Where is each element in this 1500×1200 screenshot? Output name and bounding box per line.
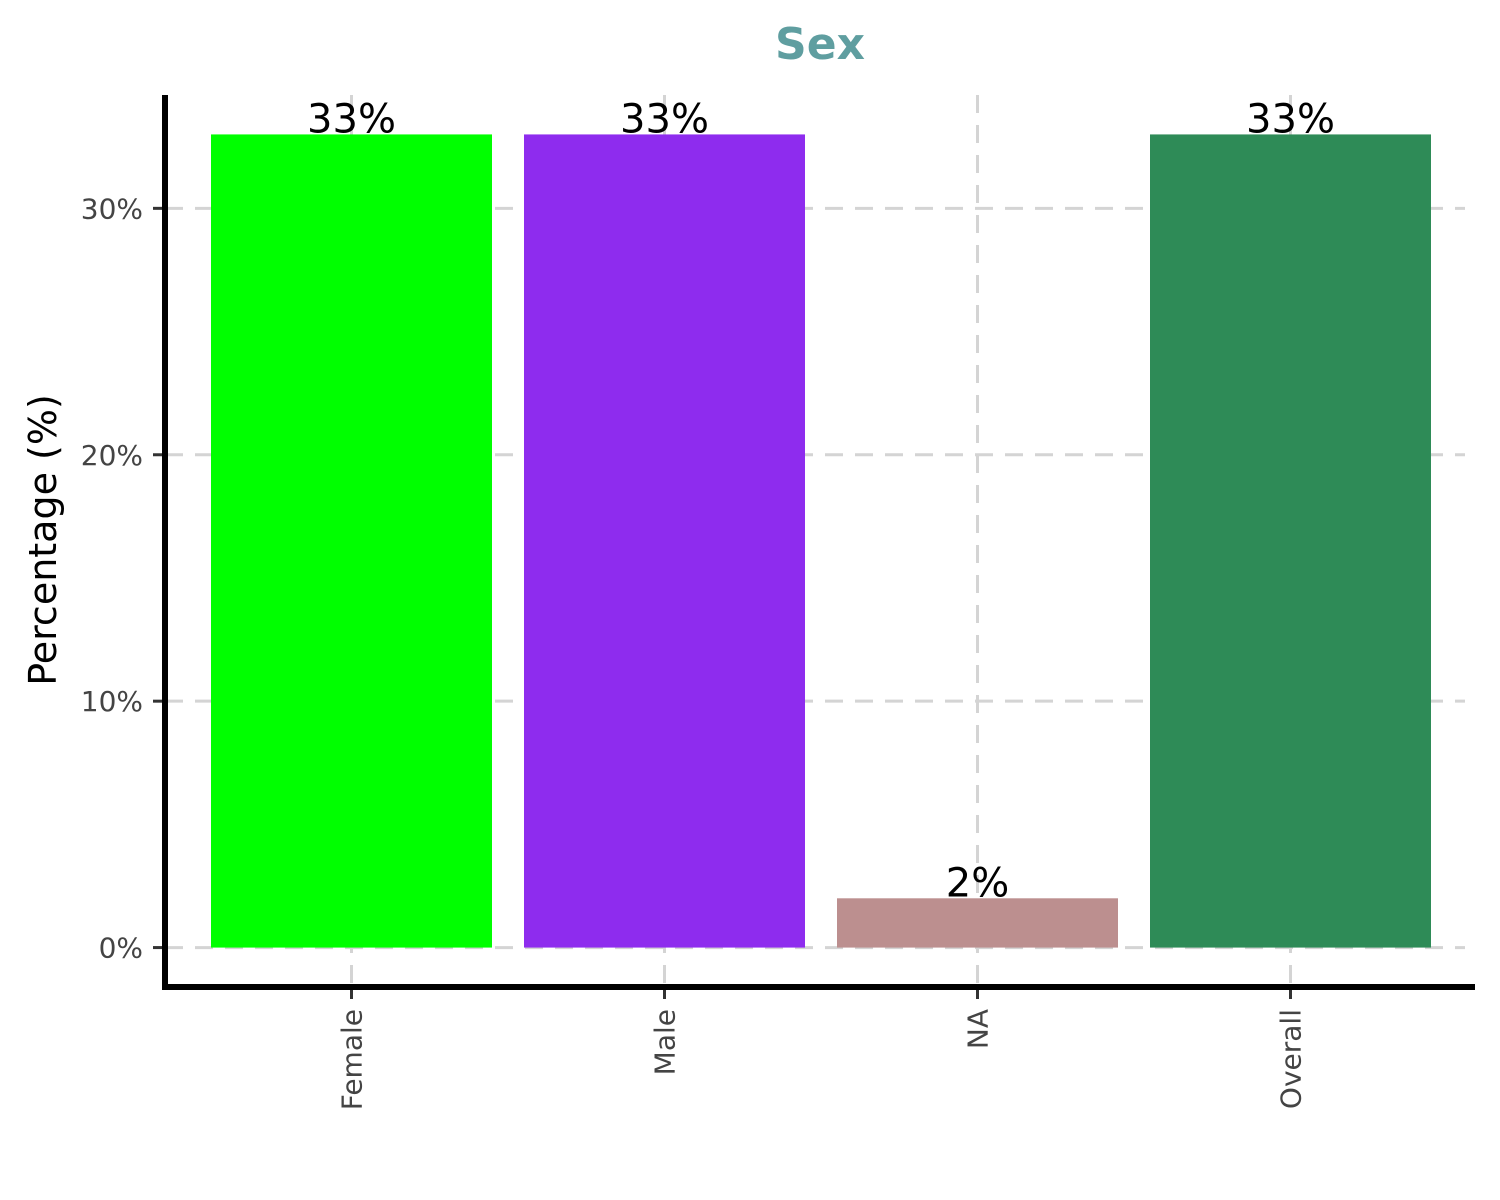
data-label: 33% — [620, 96, 709, 142]
x-tick-label: Male — [649, 1009, 682, 1075]
bar-female — [211, 134, 492, 948]
y-tick-label: 10% — [81, 685, 143, 718]
data-label: 2% — [946, 860, 1009, 906]
x-tick-label: NA — [962, 1009, 995, 1049]
bar-overall — [1150, 134, 1431, 948]
bars — [211, 134, 1431, 948]
axes — [153, 95, 1475, 999]
y-tick-label: 0% — [99, 932, 143, 965]
tick-labels: 0% 10% 20% 30% Female Male NA Overall — [81, 192, 1308, 1110]
y-tick-label: 20% — [81, 439, 143, 472]
chart-title: Sex — [775, 19, 865, 70]
data-label: 33% — [307, 96, 396, 142]
y-tick-label: 30% — [81, 192, 143, 225]
x-tick-label: Female — [336, 1009, 369, 1110]
bar-na — [837, 898, 1118, 948]
data-labels: 33% 33% 2% 33% — [307, 96, 1335, 906]
y-axis-label: Percentage (%) — [21, 394, 65, 686]
bar-male — [524, 134, 805, 948]
data-label: 33% — [1246, 96, 1335, 142]
x-tick-label: Overall — [1275, 1009, 1308, 1109]
